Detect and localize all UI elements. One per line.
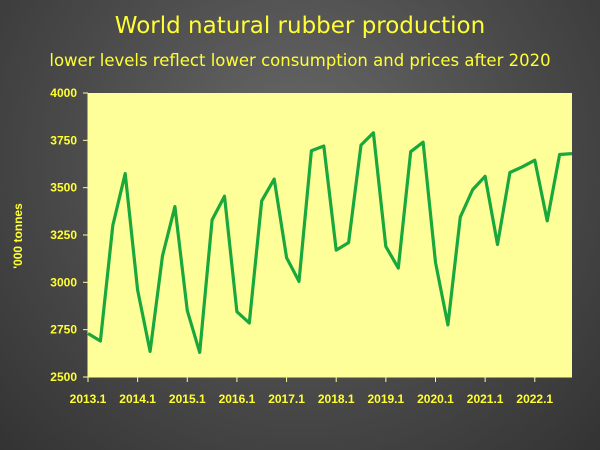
x-tick-label: 2014.1 — [119, 392, 156, 406]
y-tick-label: 2500 — [50, 370, 77, 384]
chart-title: World natural rubber production — [115, 13, 485, 39]
x-tick-label: 2020.1 — [417, 392, 454, 406]
chart-subtitle: lower levels reflect lower consumption a… — [49, 51, 550, 70]
y-tick-label: 4000 — [50, 86, 77, 100]
x-axis: 2013.1 2014.1 2015.1 2016.1 2017.1 2018.1 2019… — [70, 377, 553, 406]
y-axis: 2500 2750 3000 3250 3500 3750 4000 — [50, 86, 88, 384]
x-tick-label: 2013.1 — [70, 392, 107, 406]
x-tick-label: 2022.1 — [516, 392, 553, 406]
x-tick-label: 2019.1 — [367, 392, 404, 406]
y-tick-label: 3000 — [50, 275, 77, 289]
series-line — [87, 131, 573, 354]
y-tick-label: 3250 — [50, 228, 77, 242]
x-tick-label: 2015.1 — [169, 392, 206, 406]
y-tick-label: 3750 — [50, 133, 77, 147]
y-tick-label: 3500 — [50, 181, 77, 195]
y-tick-label: 2750 — [50, 323, 77, 337]
x-tick-label: 2017.1 — [268, 392, 305, 406]
x-tick-label: 2018.1 — [318, 392, 355, 406]
x-tick-label: 2016.1 — [219, 392, 256, 406]
y-axis-label: '000 tonnes — [11, 203, 25, 269]
x-tick-label: 2021.1 — [467, 392, 504, 406]
